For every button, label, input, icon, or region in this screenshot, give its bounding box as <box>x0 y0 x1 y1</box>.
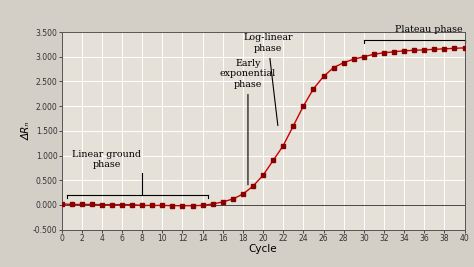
Text: Log-linear
phase: Log-linear phase <box>243 33 293 125</box>
Text: Linear ground
phase: Linear ground phase <box>73 150 141 169</box>
Text: Plateau phase: Plateau phase <box>395 25 463 34</box>
Y-axis label: ΔRₙ: ΔRₙ <box>21 121 31 140</box>
Text: Early
exponential
phase: Early exponential phase <box>220 59 276 185</box>
X-axis label: Cycle: Cycle <box>249 244 277 254</box>
